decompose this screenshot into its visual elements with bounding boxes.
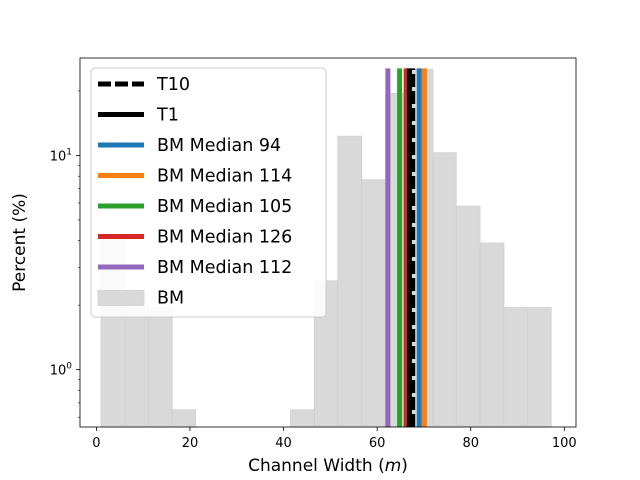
legend-label: BM: [157, 289, 184, 309]
histogram-bar: [337, 135, 363, 428]
y-tick-label: 100: [50, 362, 73, 379]
x-tick-label: 0: [92, 436, 100, 451]
y-tick-exponent: 1: [66, 147, 72, 157]
histogram-bar: [479, 242, 505, 428]
legend-label: BM Median 126: [157, 228, 292, 248]
histogram-bar: [455, 205, 481, 428]
y-tick-label: 101: [50, 147, 72, 164]
y-axis-label: Percent (%): [10, 193, 30, 292]
histogram-bar: [290, 409, 315, 428]
x-axis-label-var: m: [385, 456, 402, 476]
histogram-bar: [171, 409, 196, 428]
x-tick-label: 80: [462, 436, 479, 451]
legend-label: BM Median 114: [157, 167, 292, 187]
x-axis-label-main: Channel Width (: [248, 456, 385, 476]
legend-box: [90, 67, 327, 318]
histogram-bars: [100, 69, 552, 428]
legend-label: T10: [156, 75, 190, 95]
histogram-bar: [124, 307, 149, 428]
legend-patch: [97, 290, 145, 306]
histogram-bar: [361, 179, 386, 428]
legend: T10 T1 BM Median 94 BM Median 114 BM Median …: [90, 67, 327, 318]
legend-label: T1: [156, 106, 179, 126]
x-tick-label: 60: [369, 436, 386, 451]
x-tick-label: 40: [275, 436, 292, 451]
x-axis-ticks: 0 20 40 60 80 100: [92, 427, 577, 451]
median-lines: [385, 68, 427, 427]
histogram-bar: [526, 307, 552, 428]
y-tick-base: 10: [50, 149, 67, 164]
x-axis-label: Channel Width (m): [248, 456, 408, 476]
legend-label: BM Median 112: [157, 258, 292, 278]
x-tick-label: 20: [182, 436, 199, 451]
y-tick-exponent: 0: [66, 362, 72, 372]
histogram-bar: [147, 307, 173, 428]
x-axis-label-end: ): [401, 456, 408, 476]
legend-label: BM Median 94: [157, 136, 281, 156]
legend-label: BM Median 105: [157, 197, 292, 217]
y-tick-base: 10: [50, 364, 67, 379]
histogram-bar: [432, 152, 457, 428]
x-tick-label: 100: [552, 436, 577, 451]
histogram-bar: [503, 307, 528, 428]
axes-frame: [79, 57, 577, 428]
